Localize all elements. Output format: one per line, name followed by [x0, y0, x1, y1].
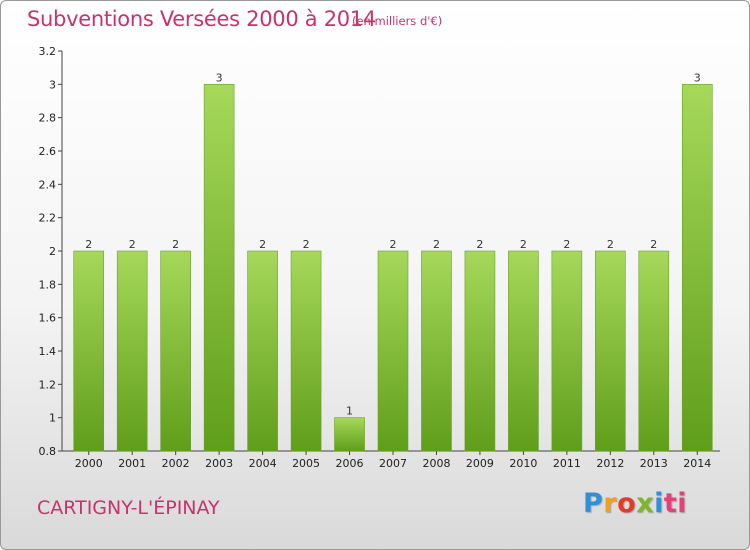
proxiti-logo[interactable]: Proxiti — [583, 488, 687, 519]
bar-value-label: 2 — [520, 238, 527, 251]
bar-value-label: 2 — [85, 238, 92, 251]
bar-value-label: 2 — [563, 238, 570, 251]
x-tick-label: 2004 — [249, 457, 277, 470]
bar-2009 — [464, 250, 496, 452]
bar-value-label: 2 — [607, 238, 614, 251]
x-tick-label: 2001 — [118, 457, 146, 470]
logo-letter: P — [583, 488, 604, 519]
bar-2004 — [247, 250, 278, 452]
x-tick-label: 2012 — [596, 457, 624, 470]
bar-2011 — [551, 250, 583, 452]
x-tick-label: 2000 — [75, 457, 103, 470]
bar-value-label: 3 — [216, 71, 223, 84]
logo-letter: x — [636, 488, 655, 519]
x-tick-label: 2008 — [422, 457, 450, 470]
bar-value-label: 2 — [476, 238, 483, 251]
x-tick-label: 2002 — [162, 457, 190, 470]
bar-2001 — [116, 250, 148, 452]
bar-value-label: 2 — [259, 238, 266, 251]
bar-2008 — [421, 250, 452, 452]
bar-2002 — [160, 250, 191, 452]
x-tick-label: 2007 — [379, 457, 407, 470]
y-tick-label: 1.8 — [39, 278, 57, 291]
bar-2013 — [638, 250, 670, 452]
bar-2000 — [73, 250, 105, 452]
logo-letter: o — [617, 488, 637, 519]
bar-value-label: 2 — [303, 238, 310, 251]
bar-value-label: 2 — [433, 238, 440, 251]
y-tick-label: 1.4 — [39, 345, 57, 358]
logo-letter: i — [654, 488, 664, 519]
bar-value-label: 1 — [346, 405, 353, 418]
bar-value-label: 2 — [172, 238, 179, 251]
logo-letter: ti — [663, 488, 688, 519]
chart-title: Subventions Versées 2000 à 2014 — [27, 7, 376, 31]
bar-2014 — [681, 84, 713, 452]
y-tick-label: 1.2 — [39, 378, 57, 391]
y-tick-label: 1.6 — [39, 312, 57, 325]
bar-2003 — [203, 84, 235, 452]
x-tick-label: 2005 — [292, 457, 320, 470]
x-tick-label: 2009 — [466, 457, 494, 470]
x-tick-label: 2010 — [509, 457, 537, 470]
bar-2007 — [377, 250, 409, 452]
bar-value-label: 2 — [129, 238, 136, 251]
bar-value-label: 2 — [650, 238, 657, 251]
x-tick-label: 2003 — [205, 457, 233, 470]
x-tick-label: 2014 — [683, 457, 711, 470]
y-tick-label: 2.2 — [39, 212, 57, 225]
y-tick-label: 3.2 — [39, 45, 57, 58]
x-tick-label: 2006 — [336, 457, 364, 470]
logo-letter: r — [603, 488, 618, 519]
y-tick-label: 2.8 — [39, 112, 57, 125]
y-tick-label: 1 — [49, 412, 56, 425]
y-tick-label: 2.6 — [39, 145, 57, 158]
bars — [73, 84, 713, 452]
y-tick-label: 2 — [49, 245, 56, 258]
y-tick-label: 0.8 — [39, 445, 57, 458]
bar-value-label: 3 — [694, 71, 701, 84]
commune-name: CARTIGNY-L'ÉPINAY — [37, 497, 220, 519]
x-tick-label: 2011 — [553, 457, 581, 470]
bar-2010 — [508, 250, 539, 452]
y-tick-label: 2.4 — [39, 178, 57, 191]
bar-2006 — [334, 417, 365, 452]
x-tick-label: 2013 — [640, 457, 668, 470]
tick-labels: 0.8 1 1.2 1.4 1.6 1.8 2 2.2 2.4 2.6 2.8 3 3.2 2 2000 2 2… — [39, 45, 712, 470]
bar-value-label: 2 — [390, 238, 397, 251]
y-tick-label: 3 — [49, 78, 56, 91]
unit-note: (en milliers d'€) — [352, 14, 443, 28]
bar-2012 — [595, 250, 626, 452]
bar-2005 — [290, 250, 322, 452]
